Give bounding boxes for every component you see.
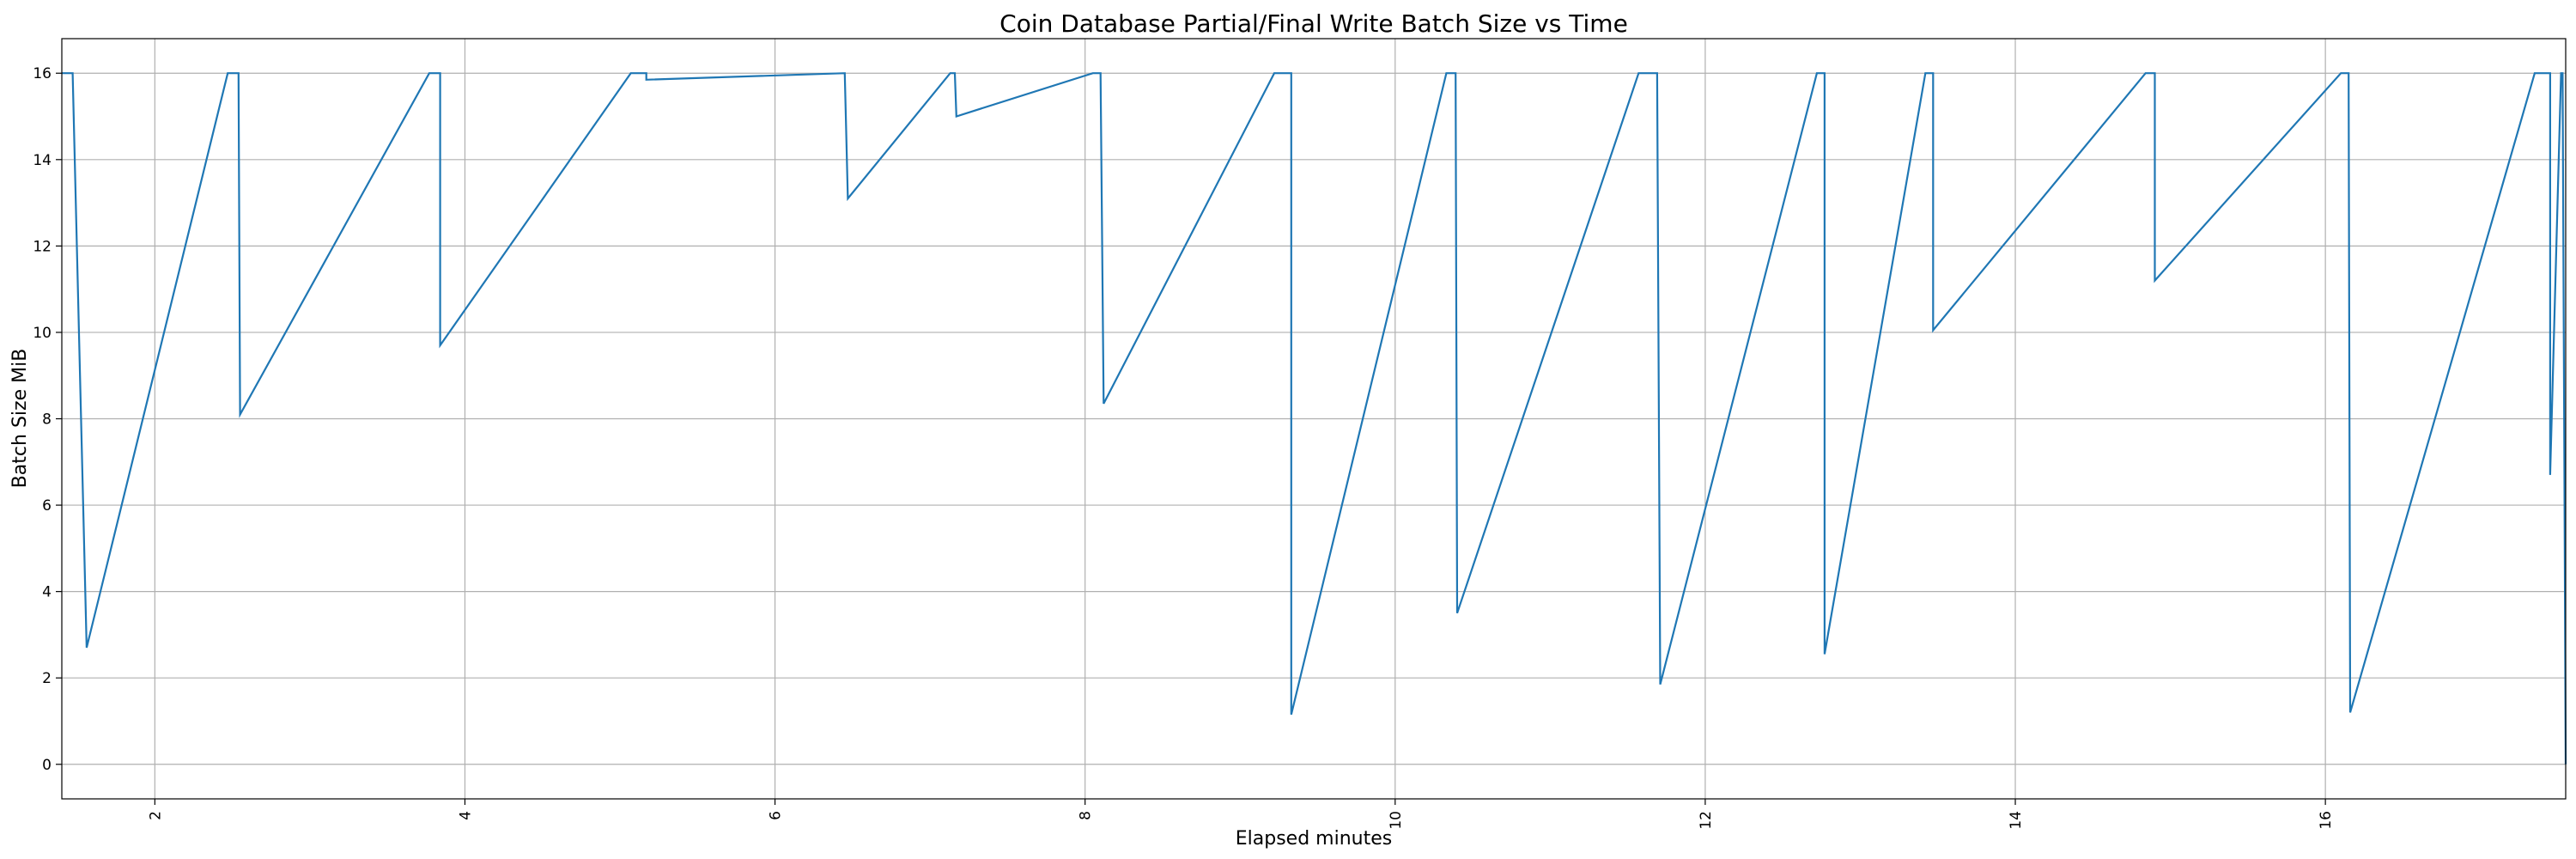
y-tick-label: 4 <box>42 584 52 601</box>
x-axis-ticks: 2 4 6 8 10 12 14 16 <box>147 799 2335 830</box>
x-tick-label: 14 <box>2008 811 2025 830</box>
y-tick-label: 6 <box>42 497 52 515</box>
x-tick-label: 16 <box>2318 811 2335 830</box>
chart-title: Coin Database Partial/Final Write Batch … <box>999 9 1628 38</box>
y-tick-label: 8 <box>42 411 52 429</box>
x-tick-label: 10 <box>1388 811 1405 830</box>
x-axis-label: Elapsed minutes <box>1236 828 1392 850</box>
y-axis-ticks: 0 2 4 6 8 10 12 14 16 <box>33 65 62 774</box>
y-tick-label: 14 <box>33 152 52 169</box>
y-tick-label: 2 <box>42 670 52 687</box>
y-tick-label: 12 <box>33 238 52 255</box>
y-axis-label: Batch Size MiB <box>9 349 31 489</box>
grid-lines <box>62 39 2566 799</box>
series-line <box>62 72 2567 765</box>
y-tick-label: 10 <box>33 325 52 342</box>
x-tick-label: 4 <box>457 811 474 820</box>
x-tick-label: 2 <box>147 811 164 820</box>
x-tick-label: 6 <box>768 811 785 820</box>
x-tick-label: 12 <box>1698 811 1715 830</box>
y-tick-label: 16 <box>33 65 52 82</box>
y-tick-label: 0 <box>42 757 52 774</box>
x-tick-label: 8 <box>1078 811 1095 820</box>
